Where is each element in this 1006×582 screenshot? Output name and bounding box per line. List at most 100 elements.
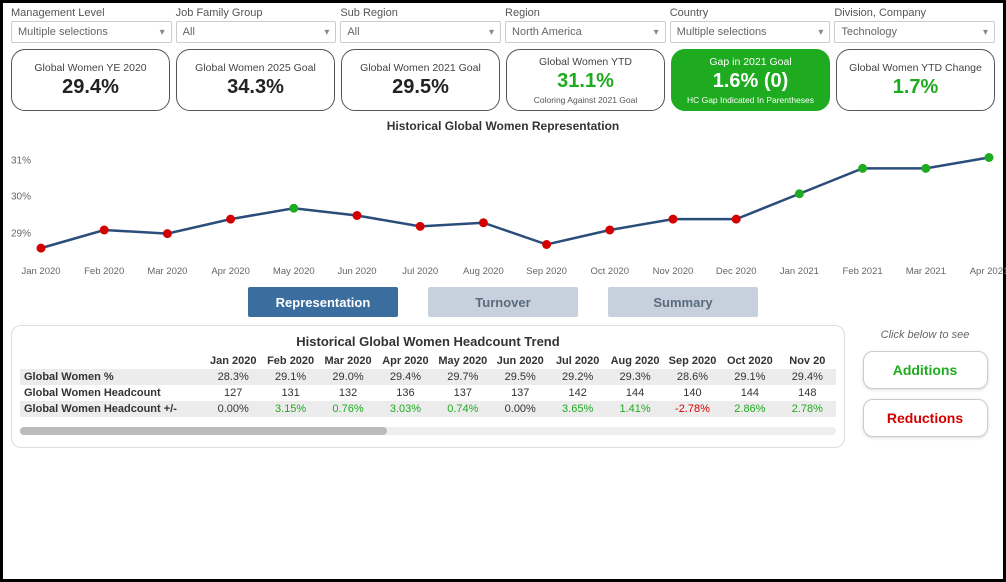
table-column-header: Feb 2020 [262, 353, 319, 369]
kpi-title: Global Women YTD Change [849, 62, 982, 74]
filter-label: Job Family Group [176, 7, 337, 19]
filter-value: North America [512, 26, 582, 38]
table-column-header: May 2020 [434, 353, 491, 369]
kpi-subtitle: Coloring Against 2021 Goal [534, 95, 638, 105]
chart-y-label: 31% [11, 156, 31, 167]
headcount-table-card: Historical Global Women Headcount Trend … [11, 325, 845, 448]
table-cell: 3.65% [549, 401, 606, 417]
table-cell: 29.1% [262, 369, 319, 385]
table-cell: 137 [492, 385, 549, 401]
table-row-label: Global Women Headcount +/- [20, 401, 205, 417]
filter-select[interactable]: Multiple selections ▾ [11, 21, 172, 43]
kpi-title: Global Women YTD [539, 56, 632, 68]
table-row: Global Women %28.3%29.1%29.0%29.4%29.7%2… [20, 369, 836, 385]
chart-x-label: Aug 2020 [463, 266, 504, 277]
filter-label: Region [505, 7, 666, 19]
table-cell: 28.3% [205, 369, 262, 385]
kpi-title: Gap in 2021 Goal [709, 56, 791, 68]
table-cell: 29.0% [319, 369, 376, 385]
table-cell: 29.7% [434, 369, 491, 385]
tab-summary[interactable]: Summary [608, 287, 758, 317]
table-row: Global Women Headcount +/-0.00%3.15%0.76… [20, 401, 836, 417]
chart-x-label: Feb 2021 [843, 266, 883, 277]
side-hint: Click below to see [881, 329, 970, 341]
chevron-down-icon: ▾ [324, 27, 329, 38]
table-cell: 28.6% [664, 369, 721, 385]
chart-x-label: Apr 2021 [970, 266, 1006, 277]
table-cell: 0.00% [205, 401, 262, 417]
table-cell: 3.15% [262, 401, 319, 417]
table-cell: 0.76% [319, 401, 376, 417]
bottom-section: Historical Global Women Headcount Trend … [3, 325, 1003, 454]
table-cell: 2.86% [721, 401, 778, 417]
table-column-header: Aug 2020 [606, 353, 663, 369]
chart-x-label: Apr 2020 [211, 266, 250, 277]
filter-4: Country Multiple selections ▾ [670, 7, 831, 43]
tab-bar: Representation Turnover Summary [3, 287, 1003, 317]
chart-x-label: Mar 2020 [147, 266, 187, 277]
kpi-card-0: Global Women YE 2020 29.4% [11, 49, 170, 111]
chart-x-label: Sep 2020 [526, 266, 567, 277]
chevron-down-icon: ▾ [160, 27, 165, 38]
chart-section: Historical Global Women Representation 3… [3, 119, 1003, 277]
table-title: Historical Global Women Headcount Trend [20, 334, 836, 349]
additions-button[interactable]: Additions [863, 351, 988, 389]
chevron-down-icon: ▾ [983, 27, 988, 38]
kpi-value: 31.1% [557, 70, 614, 93]
headcount-table: Jan 2020Feb 2020Mar 2020Apr 2020May 2020… [20, 353, 836, 417]
table-column-header: Mar 2020 [319, 353, 376, 369]
filter-value: All [347, 26, 359, 38]
kpi-value: 34.3% [227, 76, 284, 99]
table-cell: 29.4% [779, 369, 836, 385]
chart-y-label: 30% [11, 192, 31, 203]
chart-x-label: Dec 2020 [716, 266, 757, 277]
filter-3: Region North America ▾ [505, 7, 666, 43]
table-horizontal-scrollbar[interactable] [20, 427, 836, 435]
filter-select[interactable]: All ▾ [340, 21, 501, 43]
table-column-header: Oct 2020 [721, 353, 778, 369]
scrollbar-thumb[interactable] [20, 427, 387, 435]
kpi-title: Global Women 2025 Goal [195, 62, 316, 74]
table-cell: 127 [205, 385, 262, 401]
kpi-value: 29.4% [62, 76, 119, 99]
filter-select[interactable]: North America ▾ [505, 21, 666, 43]
chart-x-label: Jun 2020 [337, 266, 376, 277]
chart-x-label: Feb 2020 [84, 266, 124, 277]
kpi-card-1: Global Women 2025 Goal 34.3% [176, 49, 335, 111]
chart-y-label: 29% [11, 228, 31, 239]
filter-value: Multiple selections [18, 26, 108, 38]
filter-select[interactable]: Multiple selections ▾ [670, 21, 831, 43]
side-actions: Click below to see Additions Reductions [855, 325, 995, 448]
table-cell: 3.03% [377, 401, 434, 417]
table-row-label: Global Women Headcount [20, 385, 205, 401]
table-cell: 131 [262, 385, 319, 401]
tab-representation[interactable]: Representation [248, 287, 398, 317]
kpi-value: 1.6% (0) [713, 70, 789, 93]
filter-0: Management Level Multiple selections ▾ [11, 7, 172, 43]
filter-label: Sub Region [340, 7, 501, 19]
filter-label: Management Level [11, 7, 172, 19]
table-cell: 137 [434, 385, 491, 401]
filter-5: Division, Company Technology ▾ [834, 7, 995, 43]
table-row: Global Women Headcount127131132136137137… [20, 385, 836, 401]
filter-select[interactable]: Technology ▾ [834, 21, 995, 43]
chart-x-label: Mar 2021 [906, 266, 946, 277]
chart-title: Historical Global Women Representation [11, 119, 995, 133]
table-cell: 2.78% [779, 401, 836, 417]
chevron-down-icon: ▾ [654, 27, 659, 38]
filter-select[interactable]: All ▾ [176, 21, 337, 43]
chevron-down-icon: ▾ [489, 27, 494, 38]
table-cell: 29.1% [721, 369, 778, 385]
table-cell: 144 [606, 385, 663, 401]
tab-turnover[interactable]: Turnover [428, 287, 578, 317]
table-cell: 1.41% [606, 401, 663, 417]
table-cell: 0.00% [492, 401, 549, 417]
table-cell: 148 [779, 385, 836, 401]
table-column-header: Sep 2020 [664, 353, 721, 369]
table-row-label: Global Women % [20, 369, 205, 385]
kpi-card-5: Global Women YTD Change 1.7% [836, 49, 995, 111]
chart-x-label: Oct 2020 [591, 266, 630, 277]
table-cell: 29.5% [492, 369, 549, 385]
reductions-button[interactable]: Reductions [863, 399, 988, 437]
filter-1: Job Family Group All ▾ [176, 7, 337, 43]
